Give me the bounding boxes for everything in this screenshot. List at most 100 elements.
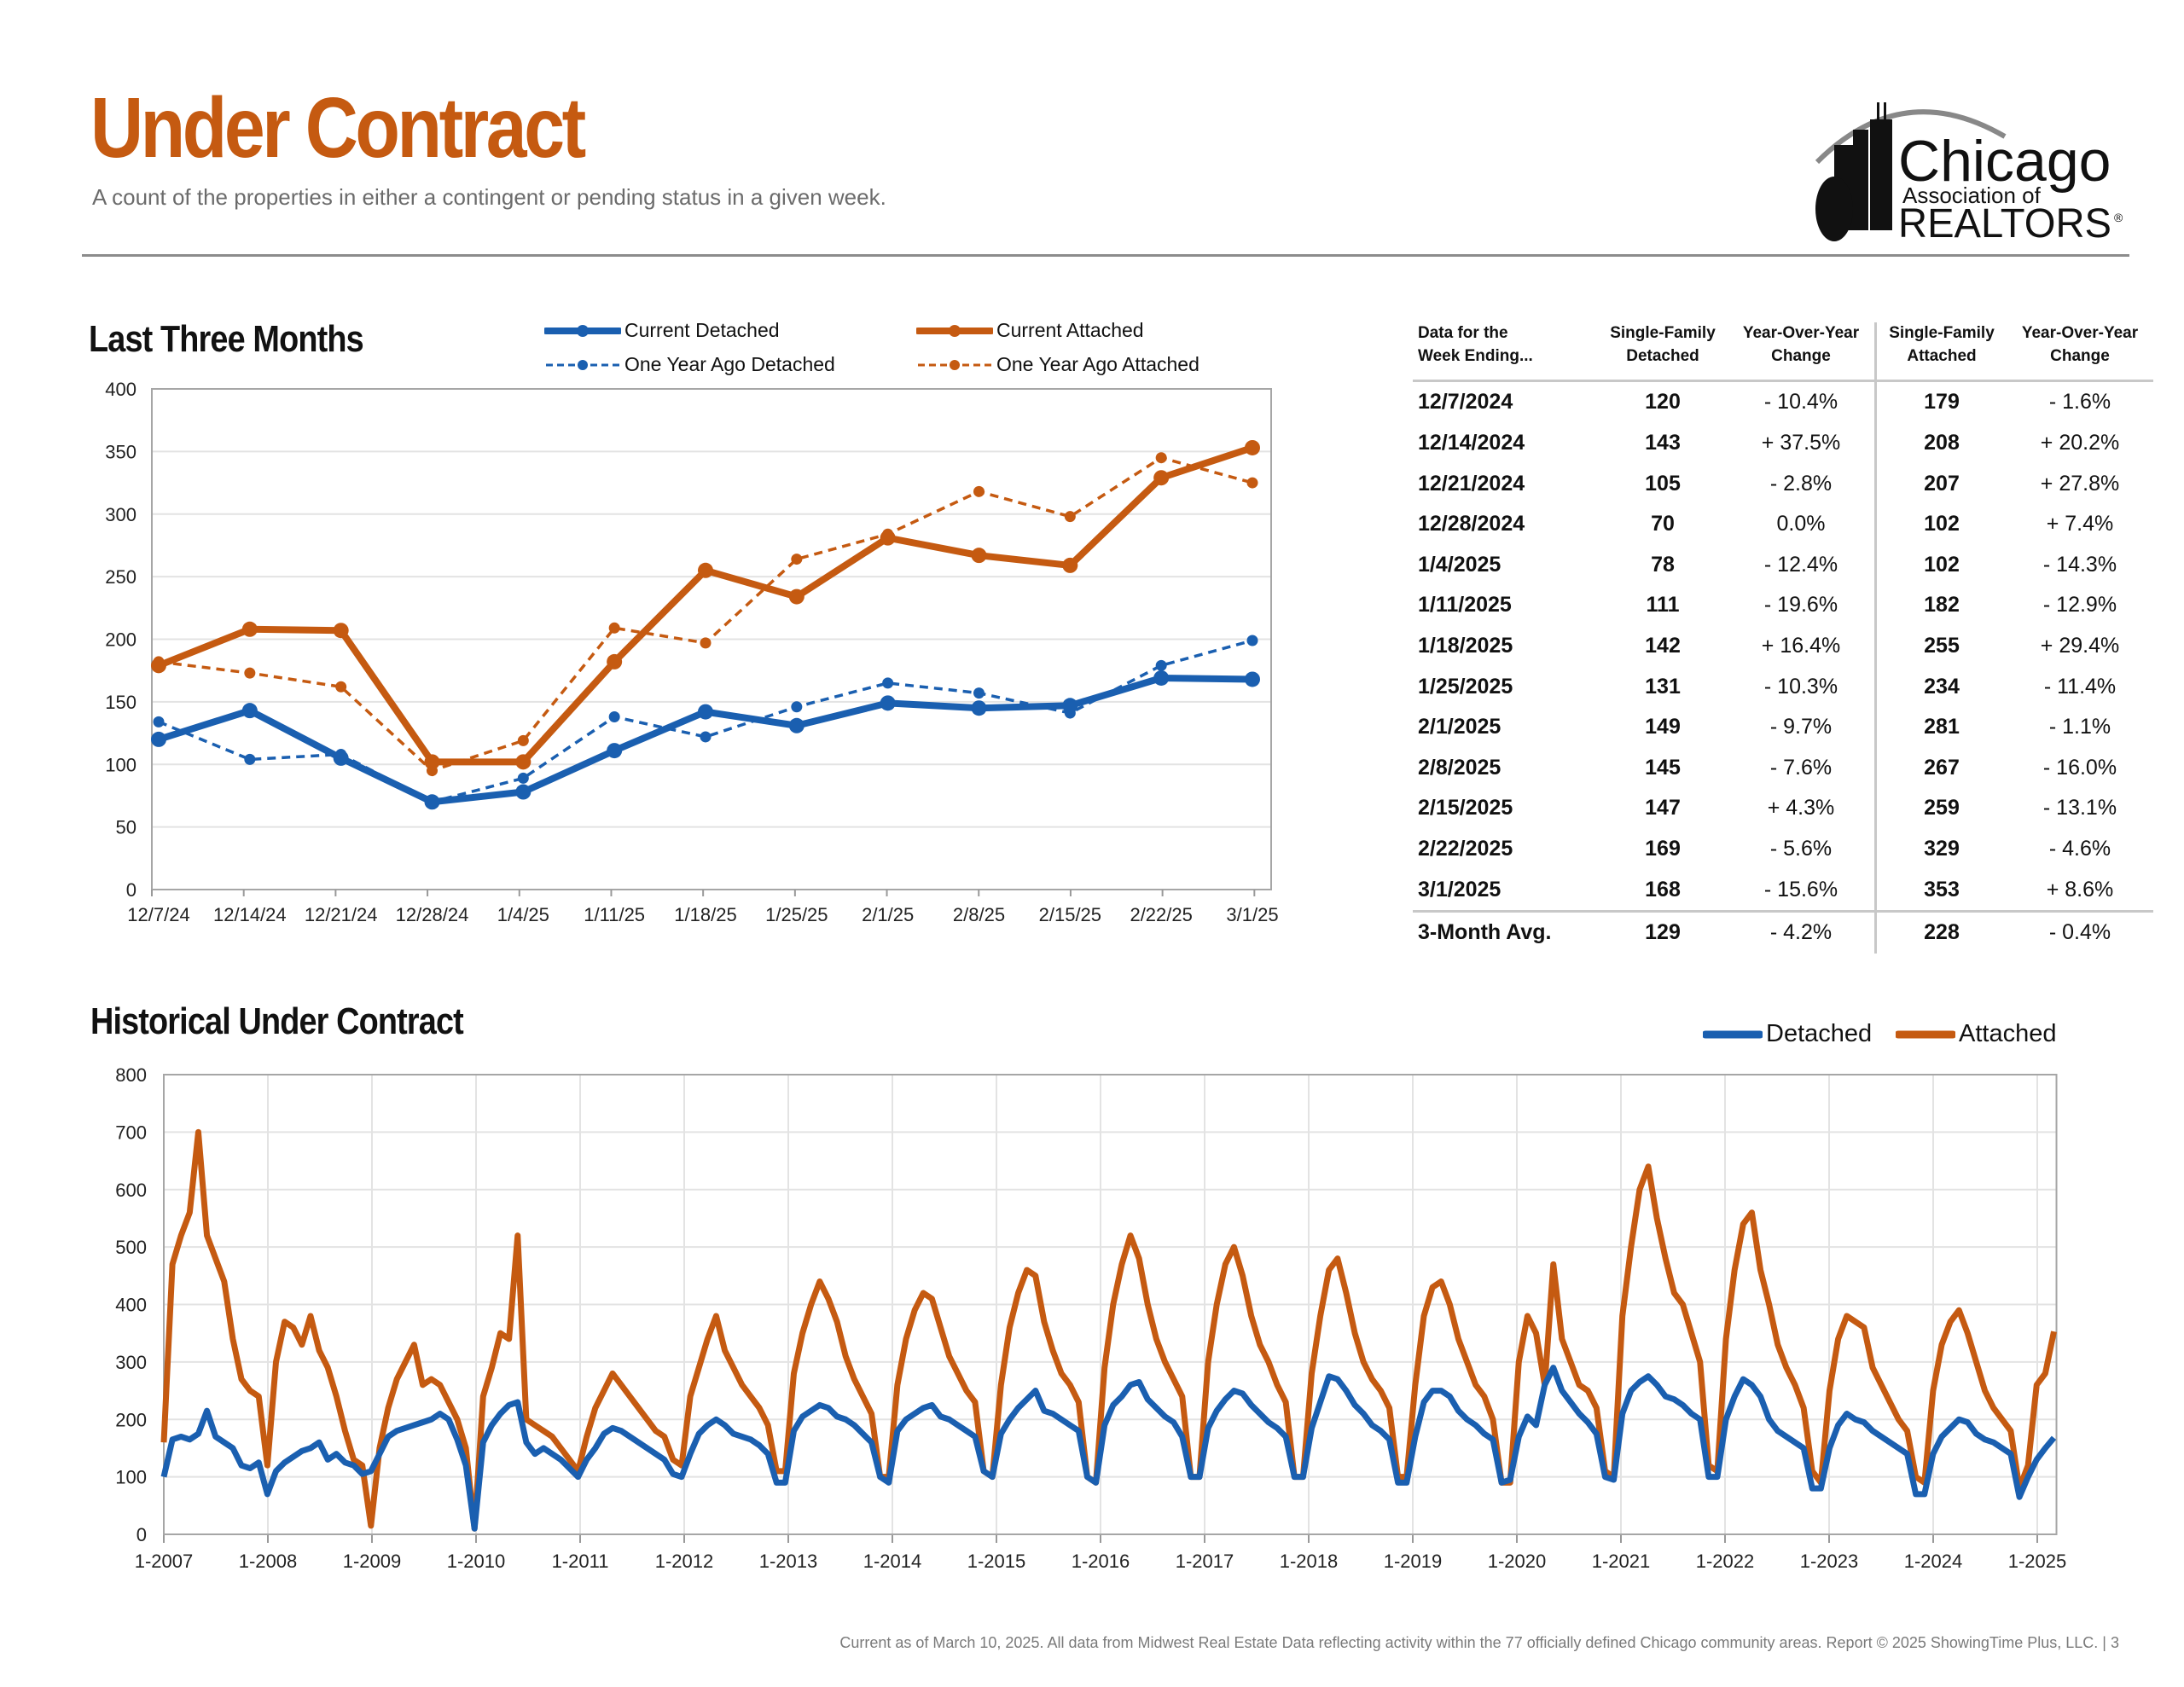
data-point-one-year-ago-attached xyxy=(335,681,347,693)
y-tick-label: 0 xyxy=(136,1524,147,1545)
table-row: 2/15/2025 147 + 4.3% 259 - 13.1% xyxy=(1413,788,2153,829)
detached-count-cell: 145 xyxy=(1645,755,1681,780)
data-point-one-year-ago-attached xyxy=(1246,477,1258,489)
x-tick-label: 1-2008 xyxy=(239,1551,298,1572)
y-tick-label: 600 xyxy=(115,1180,147,1201)
legend-label: Current Detached xyxy=(624,319,780,341)
data-point-one-year-ago-detached xyxy=(1155,659,1167,671)
series-line-detached xyxy=(160,1365,2057,1532)
week-ending-cell: 12/21/2024 xyxy=(1418,471,1525,496)
legend-label: Attached xyxy=(1959,1020,2057,1047)
detached-count-cell: 105 xyxy=(1645,471,1681,496)
y-tick-label: 350 xyxy=(105,441,136,462)
y-tick-label: 300 xyxy=(105,504,136,525)
legend-attached: Attached xyxy=(1896,1020,2056,1048)
data-point-current-attached xyxy=(1153,470,1170,486)
x-tick-label: 1-2009 xyxy=(343,1551,402,1572)
detached-count-cell: 120 xyxy=(1645,390,1681,415)
x-tick-label: 1-2007 xyxy=(135,1551,194,1572)
data-point-one-year-ago-attached xyxy=(973,485,985,497)
data-point-one-year-ago-detached xyxy=(882,677,894,689)
attached-count-cell: 182 xyxy=(1874,585,2007,626)
week-ending-cell: 1/18/2025 xyxy=(1418,634,1513,658)
x-tick-label: 2/8/25 xyxy=(953,904,1005,925)
logo-registered-mark: ® xyxy=(2114,211,2123,224)
attached-count-cell: 234 xyxy=(1874,666,2007,707)
x-tick-label: 1/18/25 xyxy=(674,904,736,925)
table-row: 1/4/2025 78 - 12.4% 102 - 14.3% xyxy=(1413,544,2153,586)
plot-frame xyxy=(151,388,1272,890)
data-point-one-year-ago-attached xyxy=(700,637,712,649)
x-tick-label: 1-2022 xyxy=(1696,1551,1755,1572)
y-tick-label: 100 xyxy=(115,1467,147,1488)
x-tick-label: 1-2015 xyxy=(967,1551,1026,1572)
data-point-current-attached xyxy=(333,623,349,639)
data-point-one-year-ago-attached xyxy=(608,622,620,634)
week-ending-cell: 2/15/2025 xyxy=(1418,796,1513,820)
data-point-current-detached xyxy=(698,704,713,720)
attached-count-cell: 267 xyxy=(1874,747,2007,789)
data-point-current-detached xyxy=(151,731,166,747)
table-row: 2/1/2025 149 - 9.7% 281 - 1.1% xyxy=(1413,706,2153,748)
detached-count-cell: 168 xyxy=(1645,877,1681,901)
y-tick-label: 200 xyxy=(115,1409,147,1430)
attached-count-cell: 207 xyxy=(1874,463,2007,504)
detached-yoy-cell: - 2.8% xyxy=(1769,471,1833,496)
week-ending-cell: 2/22/2025 xyxy=(1418,837,1513,861)
attached-count-cell: 259 xyxy=(1874,788,2007,829)
data-point-current-attached xyxy=(1062,557,1078,573)
week-ending-cell: 1/4/2025 xyxy=(1418,552,1502,577)
attached-yoy-cell: - 12.9% xyxy=(2042,593,2117,617)
x-tick-label: 1-2013 xyxy=(759,1551,818,1572)
historical-title: Historical Under Contract xyxy=(90,1000,464,1042)
legend-label: Detached xyxy=(1766,1020,1873,1047)
data-point-one-year-ago-detached xyxy=(608,710,620,722)
data-point-one-year-ago-detached xyxy=(153,716,165,728)
data-point-current-detached xyxy=(424,794,440,810)
data-point-current-detached xyxy=(788,717,804,733)
data-point-current-attached xyxy=(515,754,531,770)
data-point-current-detached xyxy=(1153,670,1170,686)
x-tick-label: 12/7/24 xyxy=(127,904,189,925)
data-point-current-detached xyxy=(515,784,531,800)
plot-frame xyxy=(163,1074,2058,1535)
y-tick-label: 500 xyxy=(115,1237,147,1258)
week-ending-cell: 1/11/2025 xyxy=(1418,593,1512,617)
data-point-one-year-ago-attached xyxy=(517,734,529,746)
x-tick-label: 1-2019 xyxy=(1384,1551,1443,1572)
detached-yoy-cell: - 5.6% xyxy=(1769,837,1833,861)
data-point-current-attached xyxy=(971,548,987,564)
y-tick-label: 800 xyxy=(115,1064,147,1086)
data-point-current-attached xyxy=(151,658,166,674)
legend-label: One Year Ago Attached xyxy=(996,353,1199,375)
x-tick-label: 3/1/25 xyxy=(1226,904,1278,925)
attached-yoy-cell: + 8.6% xyxy=(2046,877,2114,901)
y-tick-label: 250 xyxy=(105,566,136,588)
table-row: 2/8/2025 145 - 7.6% 267 - 16.0% xyxy=(1413,747,2153,789)
x-tick-label: 1-2014 xyxy=(863,1551,922,1572)
attached-count-cell: 281 xyxy=(1874,706,2007,748)
week-ending-cell: 1/25/2025 xyxy=(1418,674,1513,699)
detached-count-cell: 142 xyxy=(1645,634,1681,658)
week-ending-cell: 2/8/2025 xyxy=(1418,755,1502,780)
legend-current-attached: Current Attached xyxy=(916,319,1144,342)
y-tick-label: 200 xyxy=(105,629,136,651)
detached-yoy-cell: - 15.6% xyxy=(1763,877,1838,901)
detached-count-cell: 129 xyxy=(1645,920,1681,945)
table-row-three-month-avg: 3-Month Avg. 129 - 4.2% 228 - 0.4% xyxy=(1413,911,2153,954)
series-line-attached xyxy=(160,1128,2057,1532)
data-point-current-attached xyxy=(788,588,804,605)
attached-yoy-cell: - 16.0% xyxy=(2042,755,2117,780)
x-tick-label: 1-2018 xyxy=(1280,1551,1339,1572)
data-point-one-year-ago-detached xyxy=(700,731,712,743)
y-tick-label: 700 xyxy=(115,1122,147,1143)
data-point-current-attached xyxy=(698,562,713,578)
header-detached-yoy: Year-Over-Year Change xyxy=(1742,324,1860,365)
skyline-icon xyxy=(1815,102,1892,241)
attached-count-cell: 102 xyxy=(1874,544,2007,586)
x-tick-label: 2/15/25 xyxy=(1039,904,1101,925)
logo-realtors: REALTORS xyxy=(1898,201,2111,246)
header-attached-yoy: Year-Over-Year Change xyxy=(2021,324,2139,365)
attached-count-cell: 179 xyxy=(1874,380,2007,423)
y-tick-label: 150 xyxy=(105,692,136,713)
